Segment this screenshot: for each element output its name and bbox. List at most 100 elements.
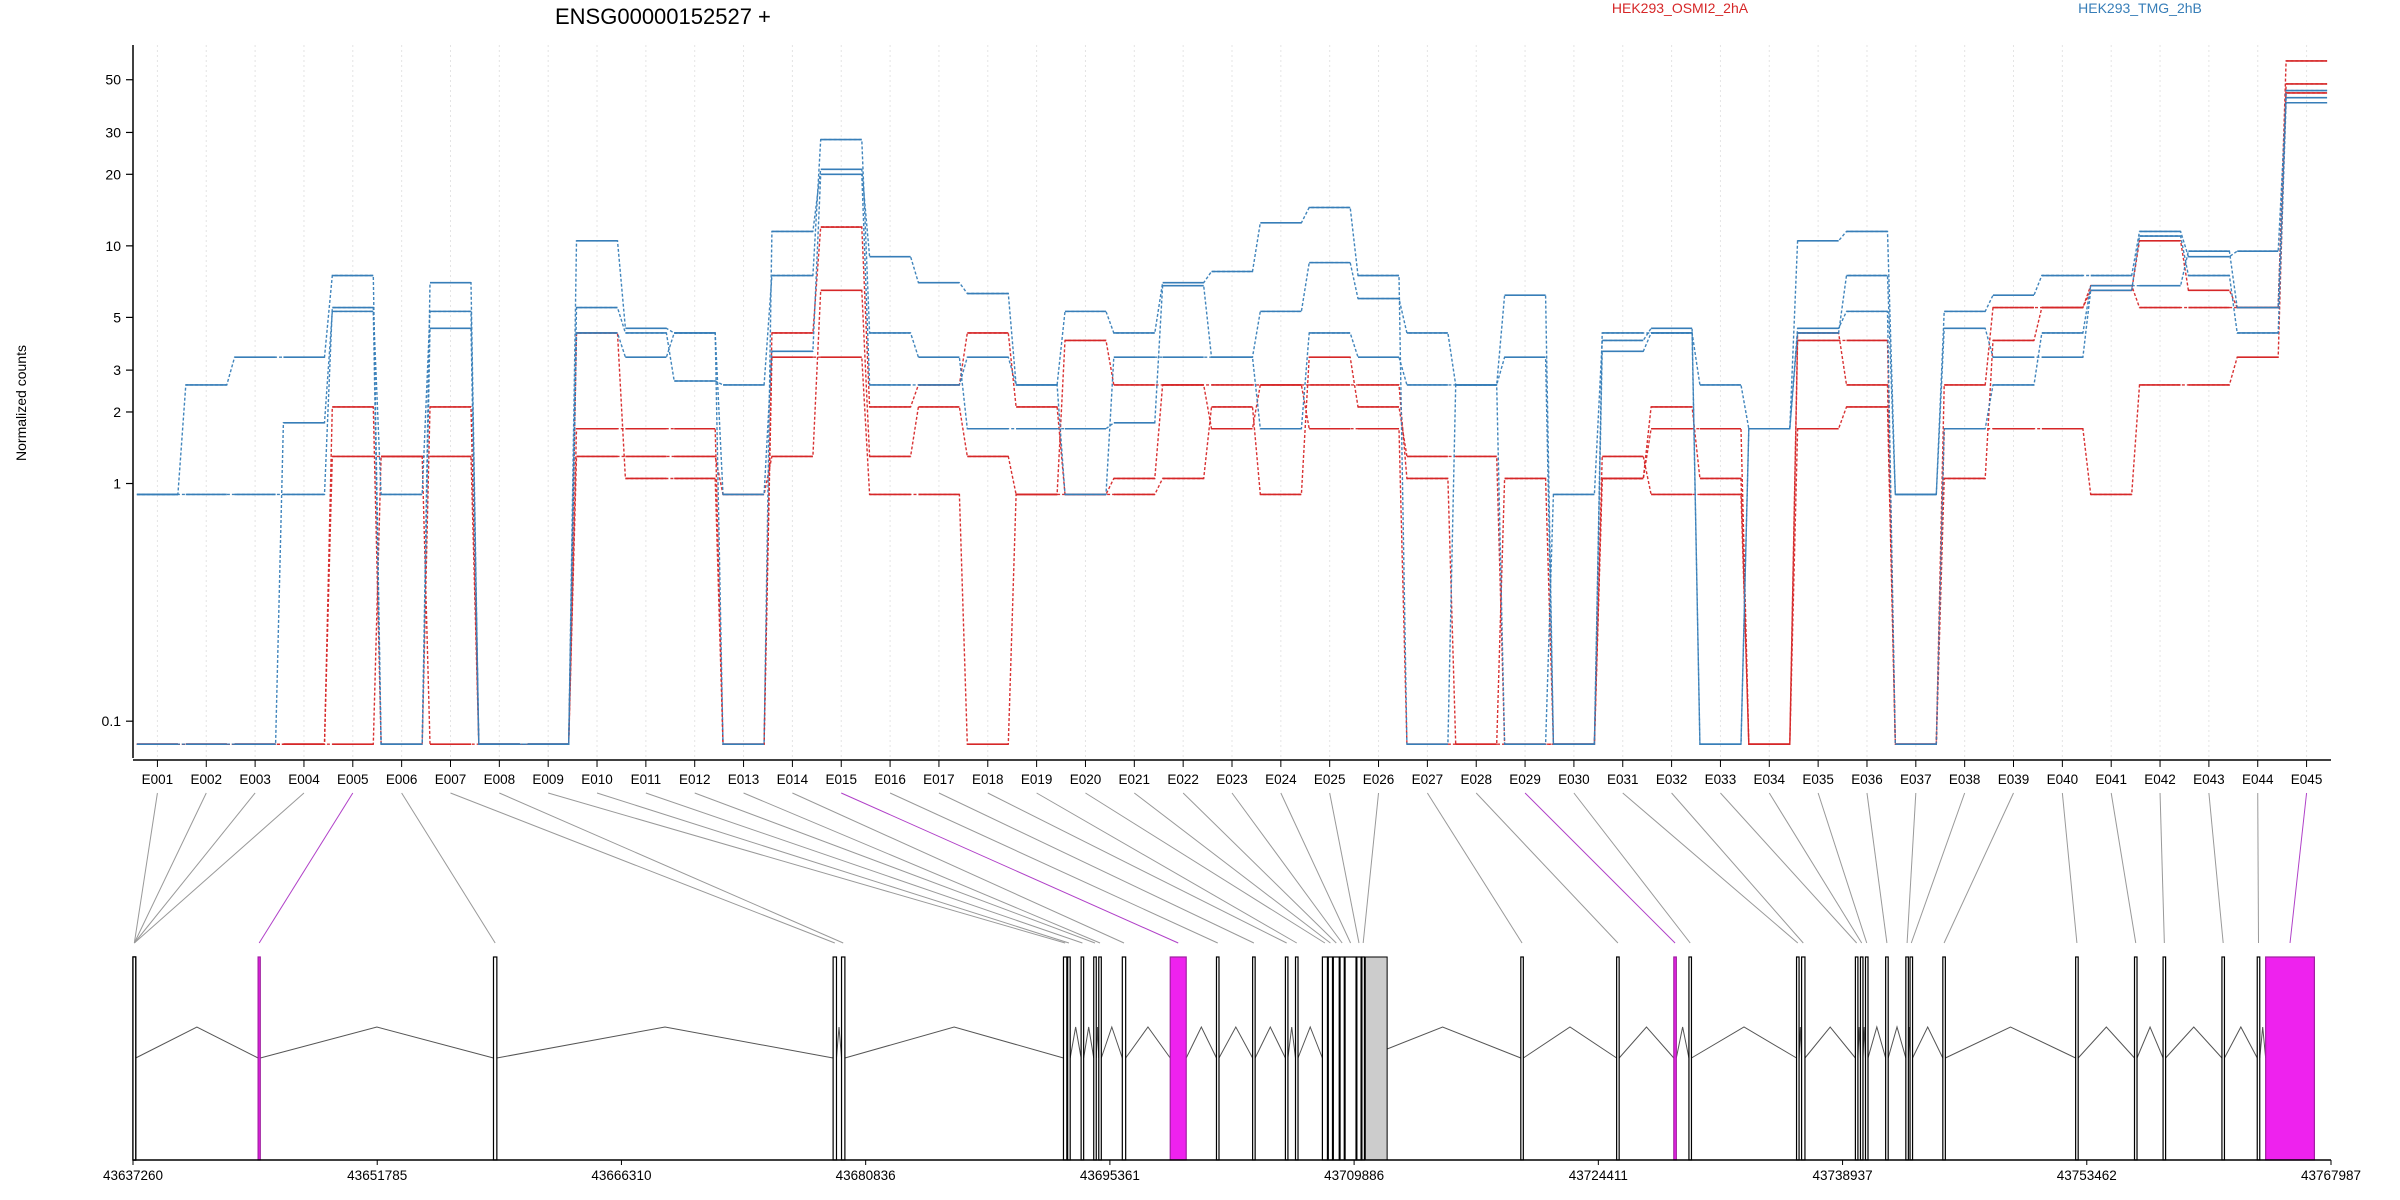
exon-box xyxy=(1616,956,1620,1161)
connector xyxy=(133,792,158,944)
connector xyxy=(2159,792,2165,944)
connector xyxy=(134,792,305,944)
genomic-tick-label: 43709886 xyxy=(1324,1168,1384,1183)
genomic-tick-label: 43767987 xyxy=(2301,1168,2361,1183)
intron xyxy=(1297,1025,1323,1059)
intron xyxy=(496,1026,834,1059)
x-tick-label: E017 xyxy=(923,772,955,787)
genomic-tick-label: 43680836 xyxy=(836,1168,896,1183)
exon-box xyxy=(1356,956,1362,1161)
exon-box xyxy=(1332,956,1340,1161)
exon-box xyxy=(2133,956,2138,1161)
intron xyxy=(1364,1026,1521,1059)
connector xyxy=(1720,792,1858,944)
intron xyxy=(1185,1025,1217,1059)
x-tick-label: E015 xyxy=(825,772,857,787)
intron xyxy=(1887,1025,1907,1059)
x-tick-label: E027 xyxy=(1412,772,1444,787)
y-tick-label: 50 xyxy=(105,72,121,88)
series-layer xyxy=(136,60,2328,746)
connector xyxy=(450,792,835,944)
connector xyxy=(548,792,1066,944)
exon-connectors xyxy=(133,792,2308,944)
connector xyxy=(2110,792,2137,944)
x-tick-label: E006 xyxy=(386,772,418,787)
genomic-tick-label: 43724411 xyxy=(1569,1168,1628,1183)
legend-entry: HEK293_TMG_2hB xyxy=(2078,0,2202,16)
y-tick-label: 20 xyxy=(105,166,121,182)
y-tick-label: 2 xyxy=(113,404,121,420)
connector xyxy=(2289,792,2308,944)
intron xyxy=(2224,1025,2258,1059)
connector xyxy=(1817,792,1868,944)
x-tick-label: E008 xyxy=(484,772,516,787)
x-tick-label: E005 xyxy=(337,772,369,787)
x-tick-label: E044 xyxy=(2242,772,2274,787)
x-tick-label: E012 xyxy=(679,772,711,787)
exon-box xyxy=(1942,956,1946,1161)
exon-box xyxy=(840,956,846,1161)
intron xyxy=(260,1026,494,1059)
chart-title: ENSG00000152527 + xyxy=(555,4,771,29)
connector xyxy=(1280,792,1352,944)
connector xyxy=(645,792,1083,944)
x-tick-label: E004 xyxy=(288,772,320,787)
exon-box xyxy=(1321,956,1329,1161)
exon-box xyxy=(1121,956,1127,1161)
x-tick-label: E009 xyxy=(532,772,564,787)
intron xyxy=(1618,1026,1675,1059)
exon-box xyxy=(1864,956,1869,1161)
intron xyxy=(1691,1026,1797,1059)
connector xyxy=(889,792,1218,944)
y-tick-label: 5 xyxy=(113,309,121,325)
genomic-tick-label: 43637260 xyxy=(103,1168,163,1183)
x-tick-label: E010 xyxy=(581,772,613,787)
exon-box xyxy=(1885,956,1889,1161)
connector xyxy=(2257,792,2259,944)
x-tick-label: E039 xyxy=(1998,772,2030,787)
connector xyxy=(1426,792,1523,944)
exon-box xyxy=(1673,956,1677,1161)
exon-box xyxy=(1364,956,1388,1161)
exon-box xyxy=(2265,956,2316,1161)
connector xyxy=(938,792,1255,944)
exon-box xyxy=(2256,956,2261,1161)
intron xyxy=(844,1026,1064,1059)
connector xyxy=(596,792,1070,944)
exon-box xyxy=(1062,956,1068,1161)
exon-box xyxy=(1252,956,1256,1161)
x-tick-label: E034 xyxy=(1754,772,1786,787)
intron xyxy=(2259,1026,2267,1059)
connector xyxy=(1943,792,2014,944)
exon-box xyxy=(1294,956,1299,1161)
x-tick-label: E043 xyxy=(2193,772,2225,787)
exon-box xyxy=(132,956,137,1161)
series-5 xyxy=(136,89,2328,746)
exon-box xyxy=(1093,956,1097,1161)
connector xyxy=(1524,792,1676,944)
connector xyxy=(1768,792,1863,944)
exon-box xyxy=(1905,956,1909,1161)
x-tick-label: E016 xyxy=(874,772,906,787)
connector xyxy=(2208,792,2224,944)
genomic-tick-label: 43753462 xyxy=(2057,1168,2117,1183)
x-tick-label: E011 xyxy=(631,772,662,787)
connector xyxy=(1906,792,1917,944)
connector xyxy=(1085,792,1326,944)
x-tick-label: E038 xyxy=(1949,772,1981,787)
intron xyxy=(1254,1025,1286,1059)
x-tick-label: E019 xyxy=(1021,772,1053,787)
intron xyxy=(1804,1026,1856,1059)
x-tick-label: E030 xyxy=(1558,772,1590,787)
connector xyxy=(2061,792,2078,944)
x-tick-label: E031 xyxy=(1607,772,1639,787)
x-tick-label: E037 xyxy=(1900,772,1932,787)
connector xyxy=(1134,792,1331,944)
connector xyxy=(694,792,1096,944)
y-tick-label: 10 xyxy=(105,238,121,254)
x-tick-label: E007 xyxy=(435,772,467,787)
intron xyxy=(1287,1026,1296,1059)
connector xyxy=(841,792,1179,944)
gene-model xyxy=(132,956,2316,1161)
